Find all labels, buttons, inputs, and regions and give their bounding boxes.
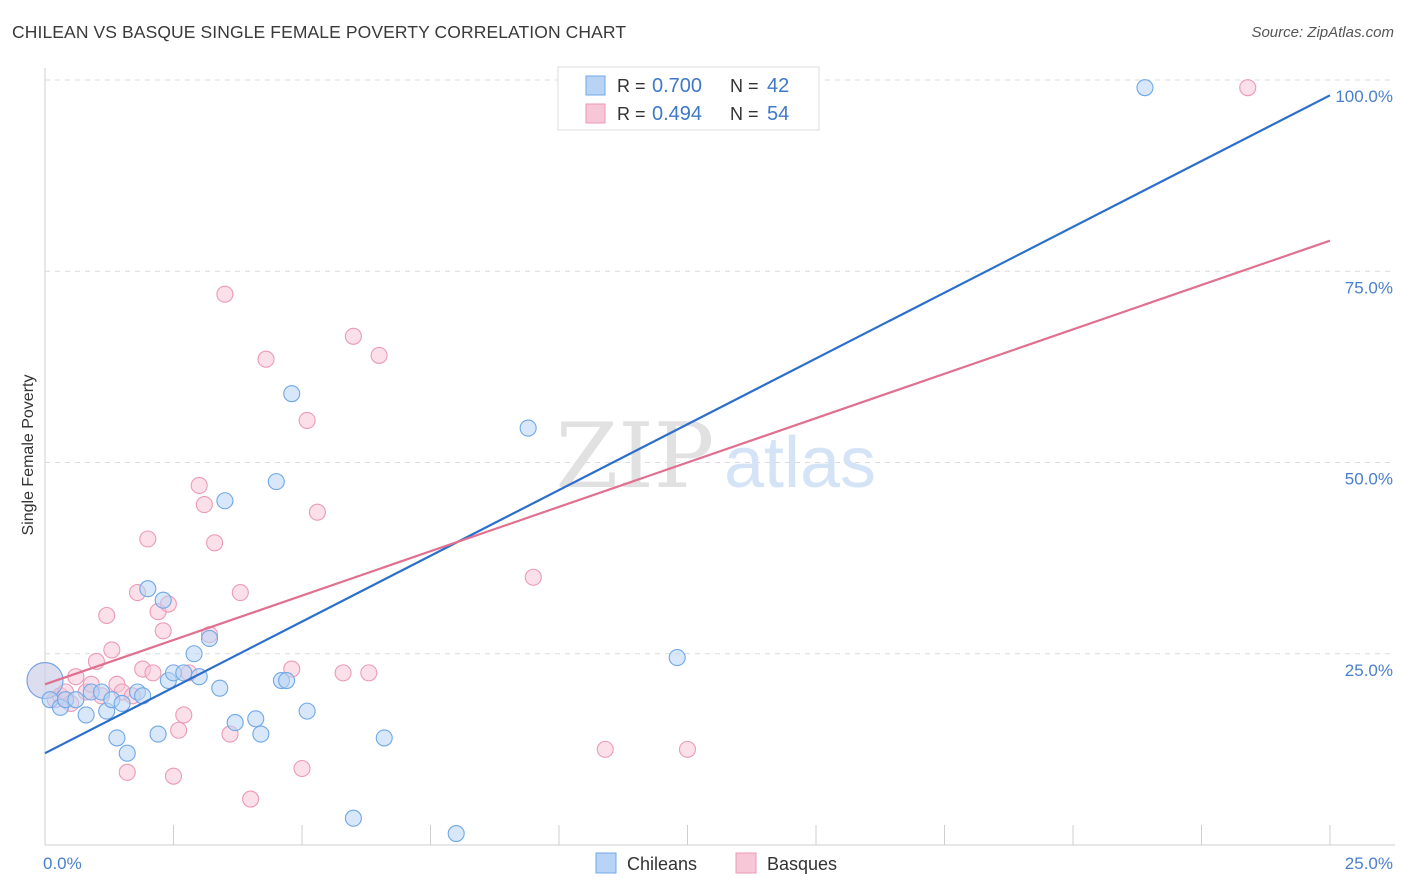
data-point bbox=[108, 729, 126, 747]
chart-title: CHILEAN VS BASQUE SINGLE FEMALE POVERTY … bbox=[12, 22, 627, 42]
data-point bbox=[103, 641, 121, 659]
stats-r-value: 0.700 bbox=[652, 75, 702, 97]
data-point bbox=[144, 664, 162, 682]
data-point bbox=[67, 691, 85, 709]
data-point bbox=[257, 350, 275, 368]
data-point bbox=[247, 710, 265, 728]
stats-n-value: 54 bbox=[767, 103, 789, 125]
data-point bbox=[149, 725, 167, 743]
trend-lines bbox=[44, 94, 1331, 755]
data-point bbox=[195, 496, 213, 514]
data-point bbox=[139, 580, 157, 598]
data-point bbox=[113, 694, 131, 713]
data-point bbox=[170, 721, 188, 739]
legend-swatch-chileans bbox=[595, 852, 617, 874]
y-tick-label: 25.0% bbox=[1345, 661, 1393, 680]
y-axis-label: Single Female Poverty bbox=[20, 375, 37, 536]
watermark-zip: ZIP bbox=[556, 404, 715, 509]
data-point bbox=[139, 530, 157, 548]
data-point bbox=[278, 671, 296, 690]
data-point bbox=[242, 790, 260, 808]
chart-source: Source: ZipAtlas.com bbox=[1251, 24, 1394, 41]
data-point bbox=[252, 725, 270, 743]
data-point bbox=[206, 534, 224, 552]
data-point bbox=[283, 385, 301, 403]
x-axis-ticks bbox=[173, 825, 1331, 845]
data-point bbox=[293, 759, 311, 778]
trend-line-chileans bbox=[44, 94, 1331, 755]
data-point bbox=[1136, 79, 1154, 97]
data-point bbox=[1239, 79, 1257, 97]
data-point bbox=[298, 702, 316, 720]
data-point bbox=[118, 763, 136, 781]
y-tick-label: 50.0% bbox=[1345, 470, 1393, 489]
data-point bbox=[344, 327, 362, 345]
data-point bbox=[668, 649, 686, 667]
data-point bbox=[524, 568, 542, 586]
watermark: ZIP atlas bbox=[556, 404, 876, 509]
data-point bbox=[200, 629, 219, 648]
data-point bbox=[190, 476, 208, 495]
trend-line-basques bbox=[44, 239, 1331, 686]
data-point bbox=[216, 492, 234, 510]
data-point bbox=[185, 645, 203, 663]
data-point bbox=[370, 346, 388, 364]
gridlines bbox=[44, 68, 1395, 846]
stats-n-label: N = bbox=[730, 104, 759, 124]
stats-swatch-basques bbox=[585, 103, 606, 124]
stats-legend: R = 0.700 N = 42 R = 0.494 N = 54 bbox=[557, 66, 820, 131]
data-point bbox=[231, 583, 249, 602]
data-point bbox=[344, 809, 362, 827]
data-point bbox=[375, 729, 393, 747]
x-tick-label: 0.0% bbox=[43, 854, 82, 873]
data-point bbox=[267, 473, 285, 491]
legend-label-basques: Basques bbox=[767, 854, 837, 874]
data-point bbox=[118, 744, 136, 762]
data-point bbox=[298, 411, 316, 429]
data-point bbox=[678, 740, 697, 758]
data-point bbox=[154, 622, 172, 640]
data-point bbox=[154, 591, 172, 609]
stats-r-label: R = bbox=[617, 104, 646, 124]
data-point bbox=[77, 706, 95, 724]
stats-r-value: 0.494 bbox=[652, 103, 702, 125]
stats-n-value: 42 bbox=[767, 75, 789, 97]
data-point bbox=[334, 664, 352, 682]
data-point bbox=[360, 664, 378, 682]
data-point bbox=[519, 419, 537, 437]
data-point bbox=[216, 285, 234, 303]
data-point bbox=[447, 824, 465, 843]
legend-label-chileans: Chileans bbox=[627, 854, 697, 874]
x-tick-label: 25.0% bbox=[1345, 854, 1393, 873]
x-axis-tick-labels: 0.0% 25.0% bbox=[43, 854, 1393, 873]
watermark-atlas: atlas bbox=[724, 423, 876, 503]
data-point bbox=[164, 767, 183, 785]
stats-r-label: R = bbox=[617, 76, 646, 96]
data-point bbox=[98, 606, 116, 625]
stats-swatch-chileans bbox=[585, 75, 606, 96]
y-tick-label: 100.0% bbox=[1335, 87, 1393, 106]
series-legend: Chileans Basques bbox=[595, 852, 837, 874]
data-point bbox=[175, 706, 193, 724]
data-point bbox=[226, 714, 244, 732]
data-point bbox=[211, 679, 229, 697]
stats-n-label: N = bbox=[730, 76, 759, 96]
series-chileans-points bbox=[26, 79, 1154, 843]
data-point bbox=[596, 740, 614, 758]
data-point bbox=[308, 503, 326, 521]
y-axis-tick-labels: 100.0% 75.0% 50.0% 25.0% bbox=[1335, 87, 1393, 680]
y-tick-label: 75.0% bbox=[1345, 278, 1393, 297]
legend-swatch-basques bbox=[735, 852, 757, 874]
